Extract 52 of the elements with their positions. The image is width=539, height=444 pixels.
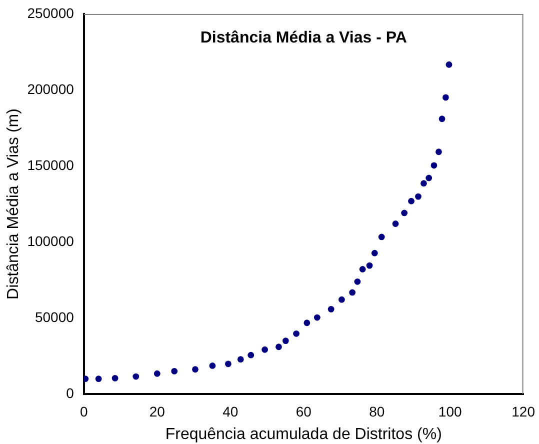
point	[420, 180, 427, 187]
point	[282, 338, 289, 344]
point	[209, 362, 216, 369]
point	[438, 116, 446, 122]
y-tick-label: 0	[66, 384, 74, 401]
point	[171, 368, 178, 374]
y-tick-label: 50000	[34, 308, 74, 325]
x-tick-label: 0	[80, 403, 88, 420]
point	[95, 376, 102, 382]
point	[415, 193, 422, 200]
y-tick-label: 150000	[27, 156, 74, 173]
y-tick-label: 250000	[27, 4, 74, 21]
point	[84, 376, 89, 382]
point	[408, 198, 414, 204]
point	[314, 314, 320, 321]
text: Distância Média a Vias - PA	[200, 29, 408, 46]
point	[359, 266, 366, 272]
x-tick-label: 100	[438, 403, 462, 420]
point	[366, 262, 373, 269]
point	[354, 278, 361, 285]
point	[276, 344, 282, 350]
x-tick-label: 80	[369, 403, 385, 420]
point	[338, 296, 345, 303]
point	[430, 162, 438, 169]
point	[304, 320, 310, 326]
point	[262, 346, 268, 353]
x-tick-label: 20	[149, 403, 166, 420]
point	[401, 210, 408, 216]
point	[237, 356, 244, 363]
y-axis-title: Distância Média a Vias (m)	[5, 108, 22, 300]
point	[392, 220, 399, 227]
x-axis-title: Frequência acumulada de Distritos (%)	[165, 426, 442, 443]
point	[349, 289, 356, 296]
point	[436, 148, 442, 156]
x-tick-label: 40	[222, 403, 238, 420]
point	[112, 374, 118, 382]
point	[293, 330, 300, 337]
point	[442, 94, 449, 101]
y-tick-label: 200000	[27, 80, 74, 97]
point	[154, 370, 160, 377]
x-tick-label: 120	[512, 403, 536, 420]
point	[378, 234, 385, 240]
point	[132, 373, 140, 380]
point	[426, 174, 432, 182]
point	[192, 366, 198, 373]
point	[328, 306, 334, 312]
point	[371, 250, 378, 256]
x-tick-label: 60	[296, 403, 312, 420]
point	[224, 360, 232, 368]
point	[248, 352, 254, 358]
y-tick-label: 100000	[27, 232, 74, 249]
point	[446, 61, 452, 68]
